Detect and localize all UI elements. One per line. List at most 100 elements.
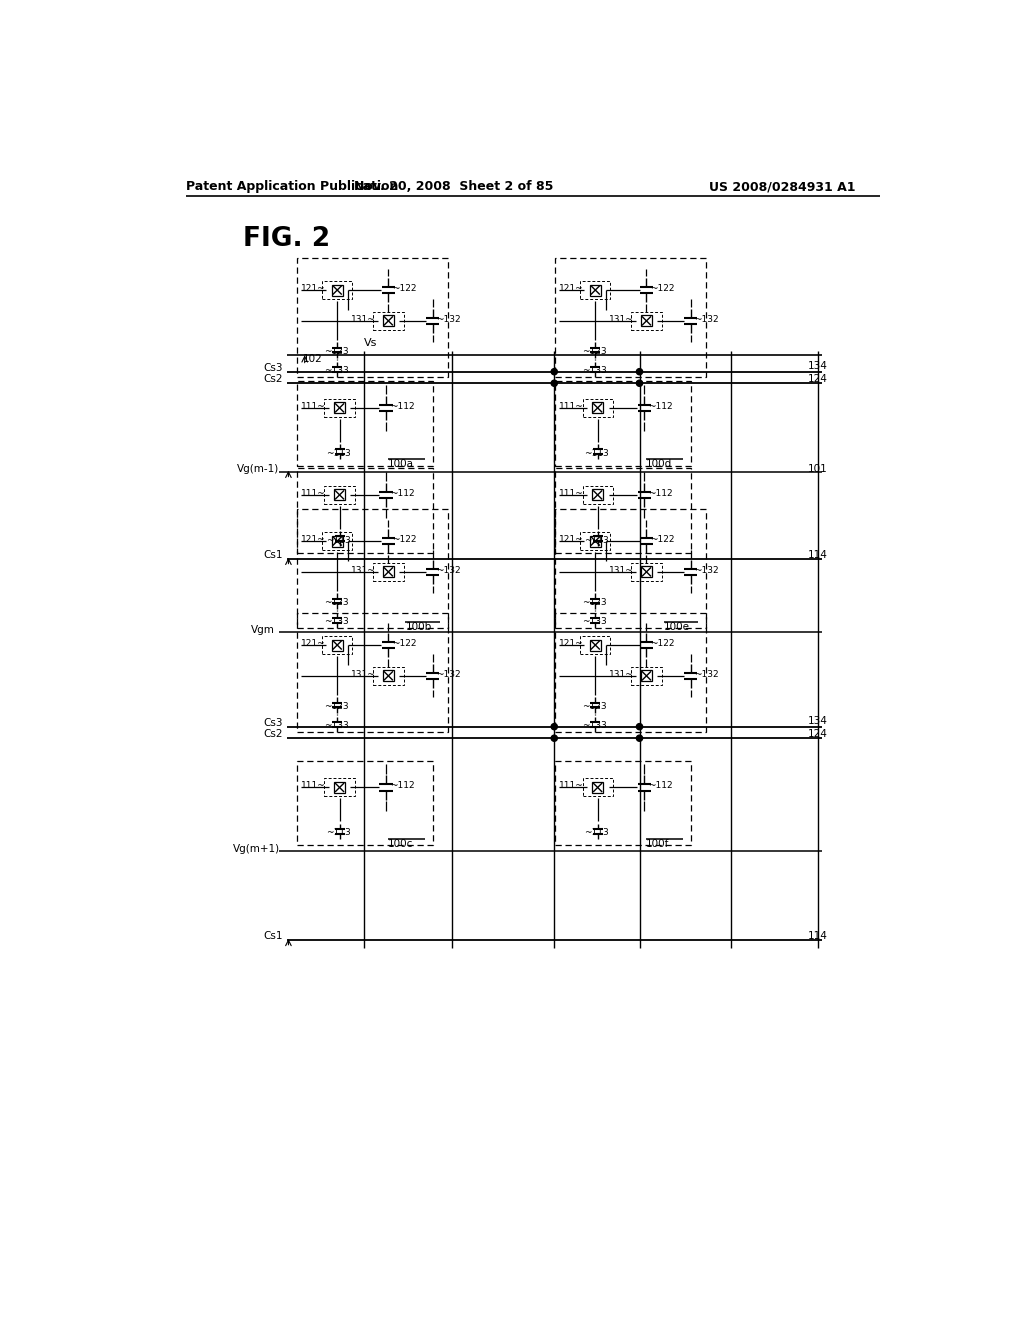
Circle shape (636, 368, 643, 375)
Text: 131~: 131~ (609, 669, 634, 678)
Text: Cs2: Cs2 (263, 375, 283, 384)
Text: ~123: ~123 (324, 702, 349, 711)
Bar (581, 532, 610, 550)
Text: 111~: 111~ (559, 401, 584, 411)
Text: 121~: 121~ (301, 639, 326, 648)
Bar (555, 381, 690, 466)
Bar (334, 490, 345, 500)
Bar (374, 667, 403, 685)
Bar (632, 667, 662, 685)
Text: 100d: 100d (646, 459, 672, 469)
Bar (583, 486, 612, 504)
Text: 100a: 100a (388, 459, 414, 469)
Text: ~122: ~122 (392, 284, 417, 293)
Text: 121~: 121~ (559, 535, 584, 544)
Bar (383, 315, 394, 326)
Text: ~132: ~132 (694, 315, 719, 323)
Text: FIG. 2: FIG. 2 (243, 226, 330, 252)
Text: 111~: 111~ (301, 781, 326, 791)
Text: ~122: ~122 (650, 639, 675, 648)
Bar (592, 781, 603, 793)
Circle shape (551, 723, 557, 730)
Bar (323, 636, 352, 653)
Bar (583, 399, 612, 417)
Text: Cs3: Cs3 (263, 718, 283, 727)
Circle shape (551, 368, 557, 375)
Bar (325, 486, 354, 504)
Text: 100b: 100b (406, 622, 432, 631)
Bar (332, 639, 343, 651)
Text: Vg(m+1): Vg(m+1) (232, 843, 280, 854)
Bar (632, 312, 662, 330)
Bar (590, 639, 601, 651)
Text: ~133: ~133 (583, 618, 607, 627)
Text: 131~: 131~ (351, 315, 376, 323)
Circle shape (636, 723, 643, 730)
Text: 121~: 121~ (559, 639, 584, 648)
Bar (592, 403, 603, 413)
Text: 134: 134 (808, 360, 827, 371)
Bar (383, 566, 394, 577)
Text: ~122: ~122 (650, 284, 675, 293)
Bar (383, 671, 394, 681)
Text: 124: 124 (808, 375, 827, 384)
Text: 102: 102 (302, 354, 323, 363)
Text: ~132: ~132 (436, 315, 461, 323)
Bar (555, 257, 707, 378)
Text: 121~: 121~ (301, 535, 326, 544)
Bar (374, 312, 403, 330)
Bar (641, 566, 652, 577)
Text: 131~: 131~ (351, 669, 376, 678)
Circle shape (551, 380, 557, 387)
Bar (374, 562, 403, 581)
Text: Cs1: Cs1 (263, 550, 283, 560)
Bar (590, 285, 601, 296)
Bar (334, 781, 345, 793)
Bar (297, 257, 449, 378)
Text: ~113: ~113 (585, 536, 609, 545)
Bar (297, 508, 449, 628)
Text: ~123: ~123 (324, 347, 349, 356)
Bar (334, 403, 345, 413)
Text: ~133: ~133 (324, 618, 349, 627)
Text: ~112: ~112 (390, 401, 415, 411)
Bar (332, 285, 343, 296)
Text: ~133: ~133 (324, 722, 349, 730)
Text: 131~: 131~ (609, 315, 634, 323)
Circle shape (636, 380, 643, 387)
Text: 114: 114 (808, 931, 827, 941)
Bar (581, 281, 610, 300)
Text: ~122: ~122 (392, 639, 417, 648)
Text: ~113: ~113 (327, 829, 351, 837)
Text: 111~: 111~ (559, 781, 584, 791)
Bar (641, 315, 652, 326)
Text: Cs1: Cs1 (263, 931, 283, 941)
Bar (297, 469, 432, 553)
Text: ~132: ~132 (694, 669, 719, 678)
Bar (325, 779, 354, 796)
Text: Vgm: Vgm (251, 624, 274, 635)
Text: ~112: ~112 (390, 781, 415, 791)
Bar (641, 671, 652, 681)
Text: 100f: 100f (646, 838, 669, 849)
Text: ~113: ~113 (585, 449, 609, 458)
Bar (332, 536, 343, 546)
Bar (592, 490, 603, 500)
Circle shape (551, 735, 557, 742)
Bar (632, 562, 662, 581)
Bar (323, 281, 352, 300)
Text: ~123: ~123 (324, 598, 349, 607)
Text: ~112: ~112 (648, 488, 673, 498)
Bar (583, 779, 612, 796)
Text: ~112: ~112 (648, 401, 673, 411)
Text: 111~: 111~ (301, 401, 326, 411)
Text: 131~: 131~ (351, 566, 376, 574)
Text: ~122: ~122 (392, 535, 417, 544)
Text: 124: 124 (808, 730, 827, 739)
Text: 121~: 121~ (301, 284, 326, 293)
Text: Cs2: Cs2 (263, 730, 283, 739)
Text: ~112: ~112 (648, 781, 673, 791)
Text: 111~: 111~ (301, 488, 326, 498)
Text: 111~: 111~ (559, 488, 584, 498)
Text: Patent Application Publication: Patent Application Publication (186, 181, 398, 194)
